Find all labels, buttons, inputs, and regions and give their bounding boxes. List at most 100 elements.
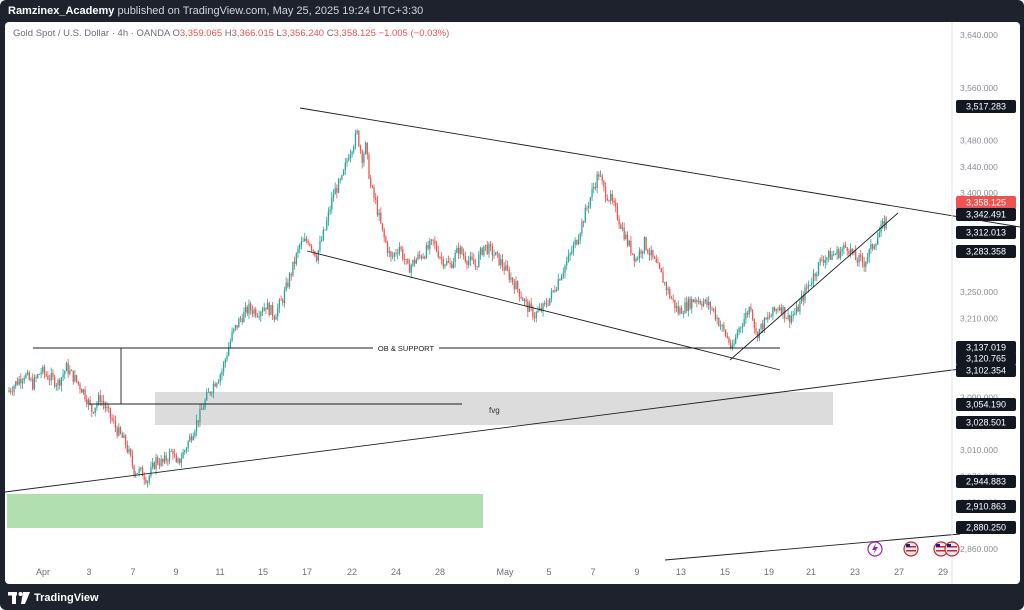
candle-body[interactable] (287, 282, 289, 287)
candle-body[interactable] (655, 258, 657, 263)
fvg-zone[interactable] (155, 392, 833, 425)
candle-body[interactable] (560, 275, 563, 281)
candle-body[interactable] (256, 315, 259, 317)
candle-body[interactable] (478, 254, 480, 267)
candle-body[interactable] (50, 373, 52, 381)
tradingview-brand[interactable]: TradingView (34, 592, 99, 604)
candle-body[interactable] (621, 227, 624, 229)
candle-body[interactable] (713, 308, 715, 311)
candle-body[interactable] (598, 174, 600, 177)
candle-body[interactable] (802, 295, 804, 301)
candle-body[interactable] (10, 390, 12, 392)
candle-body[interactable] (518, 289, 521, 297)
candle-body[interactable] (118, 427, 120, 436)
candle-body[interactable] (153, 462, 155, 469)
candle-body[interactable] (708, 302, 710, 306)
candle-body[interactable] (381, 223, 384, 230)
candle-body[interactable] (138, 468, 140, 474)
candle-body[interactable] (665, 282, 668, 291)
candle-body[interactable] (549, 298, 551, 305)
candle-body[interactable] (474, 264, 477, 267)
candle-body[interactable] (660, 268, 662, 273)
candle-body[interactable] (319, 241, 321, 251)
candle-body[interactable] (760, 323, 762, 329)
candle-body[interactable] (719, 325, 722, 327)
candle-body[interactable] (593, 186, 595, 189)
candle-body[interactable] (577, 239, 580, 245)
candle-body[interactable] (336, 188, 338, 193)
candle-body[interactable] (331, 197, 333, 210)
candle-body[interactable] (175, 455, 177, 463)
candle-body[interactable] (461, 247, 463, 254)
candle-body[interactable] (648, 253, 651, 256)
candle-body[interactable] (407, 259, 409, 264)
candle-body[interactable] (745, 312, 747, 319)
candle-body[interactable] (653, 256, 656, 259)
candle-body[interactable] (537, 310, 539, 313)
candle-body[interactable] (567, 255, 570, 262)
candle-body[interactable] (393, 253, 395, 257)
candle-body[interactable] (253, 309, 255, 314)
candle-body[interactable] (495, 252, 497, 256)
candle-body[interactable] (479, 248, 482, 255)
candle-body[interactable] (212, 383, 215, 393)
candle-body[interactable] (131, 455, 134, 466)
candle-body[interactable] (402, 249, 404, 260)
candle-body[interactable] (25, 374, 27, 379)
candle-body[interactable] (792, 314, 794, 316)
candle-body[interactable] (128, 449, 130, 452)
candle-body[interactable] (74, 375, 76, 382)
candle-body[interactable] (638, 250, 641, 259)
candle-body[interactable] (167, 460, 169, 462)
candle-body[interactable] (241, 318, 243, 323)
candle-body[interactable] (38, 374, 41, 376)
author-name[interactable]: Ramzinex_Academy (8, 5, 115, 17)
candle-body[interactable] (217, 380, 220, 384)
candle-body[interactable] (706, 299, 708, 306)
rising-support-line[interactable] (729, 212, 899, 361)
candle-body[interactable] (152, 462, 154, 468)
candle-body[interactable] (290, 273, 292, 276)
candle-body[interactable] (562, 272, 564, 276)
candle-body[interactable] (626, 234, 629, 246)
candle-body[interactable] (263, 307, 265, 311)
candle-body[interactable] (557, 279, 559, 290)
candle-body[interactable] (417, 254, 419, 260)
candle-body[interactable] (855, 250, 857, 260)
candle-body[interactable] (714, 310, 717, 320)
candle-body[interactable] (162, 458, 164, 463)
candle-body[interactable] (354, 133, 357, 147)
candle-body[interactable] (243, 312, 245, 323)
candle-body[interactable] (763, 317, 766, 330)
candle-body[interactable] (206, 392, 208, 401)
candle-body[interactable] (753, 319, 755, 329)
candle-body[interactable] (339, 179, 341, 181)
candle-body[interactable] (440, 257, 443, 259)
candle-body[interactable] (420, 255, 423, 259)
candle-body[interactable] (834, 254, 837, 256)
candle-body[interactable] (615, 202, 617, 207)
candle-body[interactable] (699, 300, 701, 304)
candle-body[interactable] (762, 323, 764, 330)
candle-body[interactable] (304, 238, 306, 242)
candle-body[interactable] (878, 232, 880, 238)
candle-body[interactable] (488, 244, 490, 254)
candle-body[interactable] (160, 458, 162, 466)
price-tag[interactable] (956, 521, 1016, 534)
candle-body[interactable] (709, 302, 711, 309)
candle-body[interactable] (657, 262, 659, 264)
candle-body[interactable] (594, 186, 597, 188)
candle-body[interactable] (682, 313, 684, 315)
candle-body[interactable] (258, 316, 260, 318)
candle-body[interactable] (424, 256, 426, 259)
candle-body[interactable] (20, 378, 22, 384)
candle-body[interactable] (566, 261, 568, 266)
candle-body[interactable] (190, 436, 193, 441)
candle-body[interactable] (370, 178, 372, 186)
candle-body[interactable] (391, 256, 394, 258)
candle-body[interactable] (623, 227, 625, 240)
candle-body[interactable] (743, 318, 745, 327)
candle-body[interactable] (741, 326, 744, 328)
candle-body[interactable] (650, 250, 652, 256)
candle-body[interactable] (679, 308, 681, 314)
